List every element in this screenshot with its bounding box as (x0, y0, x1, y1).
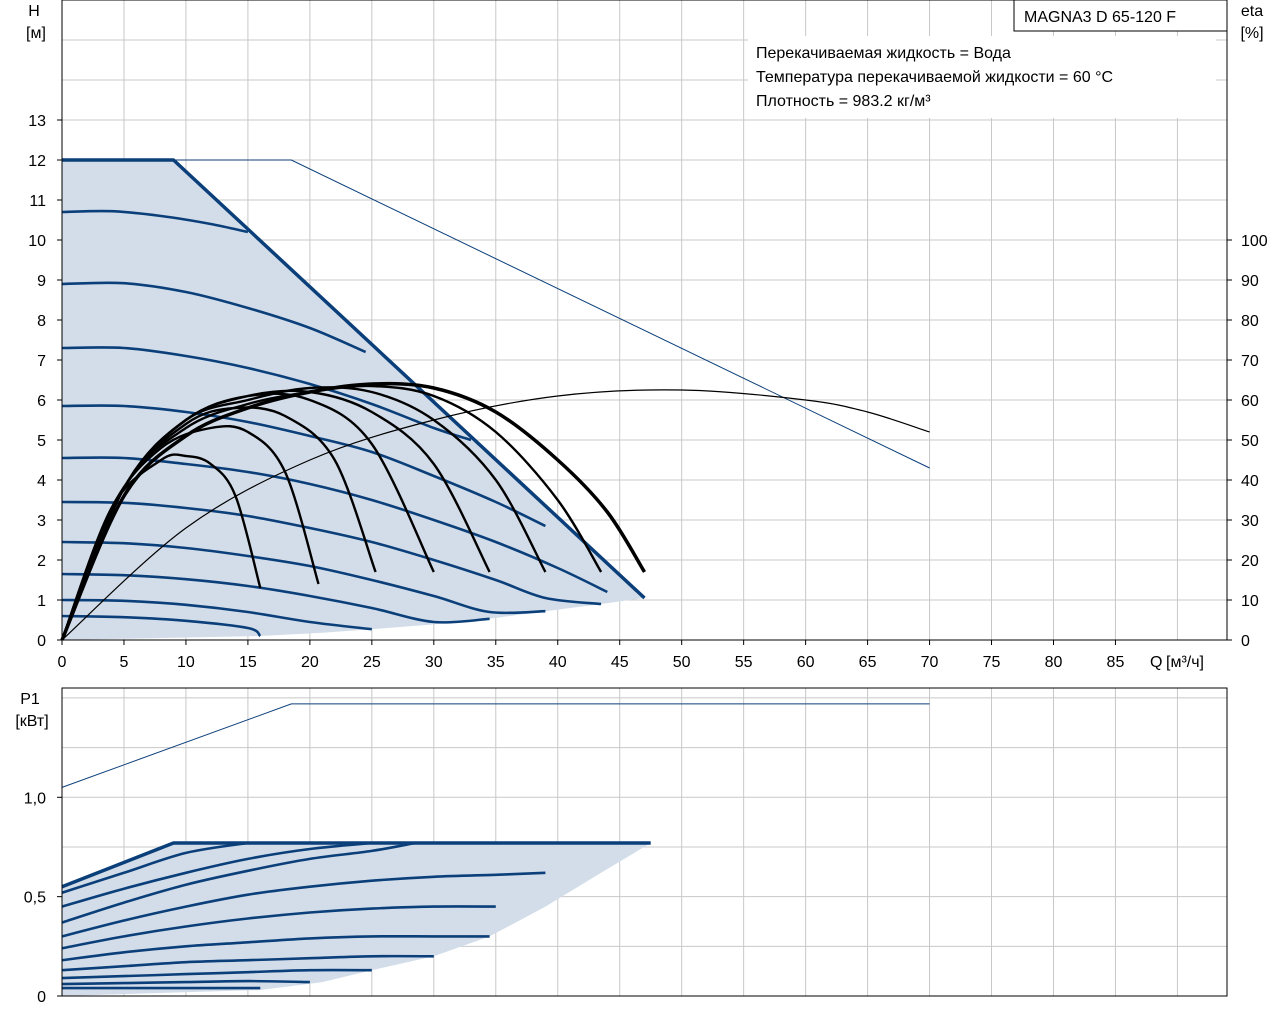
power-curve-8 (61, 954, 434, 972)
info-temperature: Температура перекачиваемой жидкости = 60… (756, 69, 1113, 86)
x-tick-label: 25 (363, 654, 381, 671)
h-tick-label: 1 (37, 593, 46, 610)
info-density: Плотность = 983.2 кг/м³ (756, 93, 931, 110)
power-curve-2 (61, 841, 249, 894)
p1-axis-unit: [кВт] (15, 713, 48, 730)
x-tick-label: 45 (611, 654, 629, 671)
power-operating-area (62, 843, 651, 996)
x-tick-label: 10 (177, 654, 195, 671)
efficiency-curve-2 (60, 424, 320, 641)
x-tick-label: 80 (1045, 654, 1063, 671)
power-curve-max-single (61, 703, 930, 788)
eta-axis-label: eta (1241, 3, 1263, 20)
head-curve-2 (61, 209, 249, 234)
eta-tick-label: 100 (1241, 233, 1268, 250)
power-curve-9 (61, 968, 372, 980)
head-curve-10 (61, 598, 372, 631)
power-curve-1 (61, 841, 651, 889)
head-area-fill (62, 160, 645, 640)
x-tick-label: 55 (735, 654, 753, 671)
head-curves (61, 158, 930, 638)
q-axis-unit: [м³/ч] (1166, 654, 1204, 671)
eta-tick-label: 20 (1241, 553, 1259, 570)
eta-tick-label: 50 (1241, 433, 1259, 450)
h-tick-label: 4 (37, 473, 46, 490)
eta-tick-label: 60 (1241, 393, 1259, 410)
x-tick-label: 30 (425, 654, 443, 671)
q-axis-label: Q (1150, 654, 1162, 671)
h-tick-label: 7 (37, 353, 46, 370)
x-tick-label: 15 (239, 654, 257, 671)
head-axis-ticks: 0 5 10 15 20 25 30 35 40 45 50 55 60 65 70 75 80 85012345… (28, 113, 1268, 671)
head-curve-4 (61, 346, 472, 442)
power-curve-7 (61, 934, 490, 962)
eta-tick-label: 90 (1241, 273, 1259, 290)
h-tick-label: 11 (29, 193, 46, 210)
x-tick-label: 35 (487, 654, 505, 671)
h-tick-label: 6 (37, 393, 46, 410)
head-curve-5 (61, 404, 546, 528)
head-operating-area (62, 160, 645, 640)
p1-tick-label: 1,0 (24, 790, 46, 807)
x-tick-label: 65 (859, 654, 877, 671)
x-tick-label: 5 (120, 654, 129, 671)
p1-axis-label: P1 (20, 691, 40, 708)
head-curve-3 (61, 281, 367, 354)
x-tick-label: 70 (921, 654, 939, 671)
power-curve-10 (61, 979, 310, 986)
head-curve-7 (61, 500, 602, 606)
p1-tick-label: 0 (37, 989, 46, 1006)
x-tick-label: 0 (58, 654, 67, 671)
h-axis-unit: [м] (26, 25, 46, 42)
power-curve-4 (61, 841, 416, 924)
h-axis-label: H (28, 3, 40, 20)
p1-tick-label: 0,5 (24, 890, 46, 907)
head-curve-8 (61, 540, 546, 615)
power-curve-5 (61, 871, 546, 938)
h-tick-label: 2 (37, 553, 46, 570)
h-tick-label: 10 (28, 233, 46, 250)
h-tick-label: 0 (37, 633, 46, 650)
head-curve-9 (61, 572, 490, 624)
head-curve-max-single (62, 159, 930, 469)
power-axis-ticks: 0 0,5 1,0 (24, 790, 62, 1006)
info-box (748, 36, 1216, 118)
power-curves (61, 703, 930, 990)
h-tick-label: 3 (37, 513, 46, 530)
eta-tick-label: 70 (1241, 353, 1259, 370)
pump-title-box (1013, 0, 1228, 32)
h-tick-label: 12 (28, 153, 46, 170)
power-curve-6 (61, 905, 496, 950)
eta-tick-label: 10 (1241, 593, 1259, 610)
h-tick-label: 5 (37, 433, 46, 450)
pump-title: MAGNA3 D 65-120 F (1024, 9, 1176, 26)
h-tick-label: 9 (37, 273, 46, 290)
x-tick-label: 20 (301, 654, 319, 671)
power-curve-3 (61, 841, 372, 908)
x-tick-label: 60 (797, 654, 815, 671)
power-plot-frame (61, 687, 1228, 997)
efficiency-curve-8 (60, 381, 646, 641)
efficiency-curves (60, 381, 930, 641)
eta-tick-label: 30 (1241, 513, 1259, 530)
x-tick-label: 75 (983, 654, 1001, 671)
h-tick-label: 13 (28, 113, 46, 130)
eta-tick-label: 0 (1241, 633, 1250, 650)
eta-tick-label: 80 (1241, 313, 1259, 330)
head-curve-11 (61, 614, 262, 638)
eta-tick-label: 40 (1241, 473, 1259, 490)
x-tick-label: 50 (673, 654, 691, 671)
h-tick-label: 8 (37, 313, 46, 330)
efficiency-curve-single (61, 389, 930, 641)
info-liquid: Перекачиваемая жидкость = Вода (756, 45, 1011, 62)
x-tick-label: 40 (549, 654, 567, 671)
x-tick-label: 85 (1107, 654, 1125, 671)
eta-axis-unit: [%] (1240, 25, 1263, 42)
power-area-fill (62, 843, 651, 996)
